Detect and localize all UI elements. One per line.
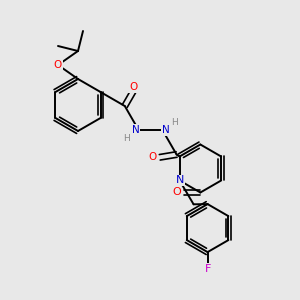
Text: H: H [123, 134, 130, 143]
Text: O: O [129, 82, 137, 92]
Text: N: N [176, 176, 184, 185]
Text: O: O [172, 188, 181, 197]
Text: N: N [162, 125, 170, 135]
Text: H: H [171, 118, 178, 127]
Text: O: O [54, 60, 62, 70]
Text: F: F [204, 264, 211, 274]
Text: N: N [132, 125, 140, 135]
Text: O: O [148, 152, 157, 162]
